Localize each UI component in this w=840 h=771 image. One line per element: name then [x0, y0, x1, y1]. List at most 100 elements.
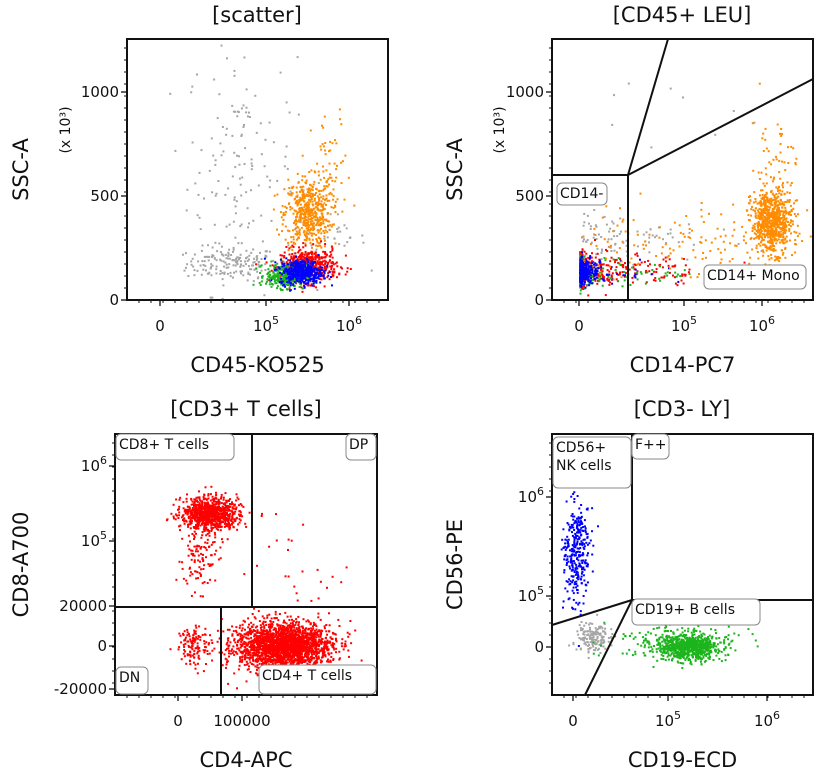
data-point	[232, 264, 235, 267]
data-point	[326, 180, 329, 182]
data-point	[325, 185, 328, 188]
data-point	[197, 512, 200, 514]
data-point	[589, 262, 592, 265]
data-point	[603, 238, 606, 241]
data-point	[270, 269, 273, 272]
gate-line[interactable]	[627, 38, 669, 176]
data-point	[769, 176, 772, 179]
data-point	[786, 191, 789, 194]
data-point	[247, 265, 250, 268]
data-point	[775, 158, 778, 161]
data-point	[771, 238, 774, 241]
data-point	[700, 215, 703, 218]
data-point	[784, 201, 787, 203]
data-point	[609, 277, 612, 280]
data-point	[198, 505, 200, 508]
data-point	[798, 232, 801, 235]
data-point	[771, 210, 774, 213]
data-point	[202, 496, 205, 498]
gate-label-cd14-[interactable]: CD14-	[556, 182, 608, 206]
data-point	[204, 264, 207, 267]
data-point	[589, 274, 592, 277]
data-point	[343, 244, 346, 247]
data-point	[585, 267, 588, 270]
data-point	[190, 260, 193, 263]
data-point	[768, 199, 771, 202]
data-point	[319, 237, 322, 240]
data-point	[322, 250, 325, 253]
data-point	[591, 262, 594, 265]
data-point	[776, 220, 779, 223]
data-point	[280, 282, 283, 284]
data-point	[667, 254, 670, 257]
data-point	[597, 279, 599, 282]
data-point	[299, 186, 302, 188]
data-point	[313, 278, 315, 281]
data-point	[797, 213, 799, 216]
data-point	[593, 209, 596, 211]
data-point	[288, 202, 291, 205]
data-point	[246, 115, 249, 118]
gate-line[interactable]	[627, 78, 814, 176]
data-point	[205, 255, 208, 258]
data-point	[770, 200, 773, 203]
data-point	[786, 199, 789, 202]
data-point	[783, 192, 786, 195]
data-point	[336, 228, 339, 230]
data-point	[244, 260, 247, 263]
data-point	[334, 262, 337, 265]
data-point	[299, 214, 302, 217]
data-point	[307, 226, 310, 229]
data-point	[258, 260, 261, 263]
data-point	[606, 250, 609, 253]
data-point	[302, 280, 305, 283]
data-point	[297, 260, 300, 263]
data-point	[205, 498, 208, 501]
gate-label-cd14-mono[interactable]: CD14+ Mono	[703, 264, 807, 290]
data-point	[769, 206, 772, 209]
data-point	[618, 232, 621, 235]
data-point	[181, 515, 184, 517]
data-point	[314, 216, 316, 219]
data-point	[328, 220, 331, 223]
data-point	[331, 273, 334, 276]
data-point	[311, 251, 314, 254]
data-point	[323, 235, 326, 238]
data-point	[326, 200, 329, 202]
data-point	[341, 210, 344, 213]
data-point	[187, 275, 190, 277]
data-point	[331, 247, 334, 250]
data-point	[598, 259, 601, 262]
data-point	[757, 171, 760, 174]
data-point	[316, 218, 319, 220]
data-point	[779, 235, 782, 238]
data-point	[775, 228, 778, 231]
data-point	[211, 516, 214, 519]
data-point	[731, 257, 734, 260]
data-point	[682, 258, 685, 260]
data-point	[585, 259, 588, 262]
data-point	[611, 220, 614, 223]
data-point	[240, 135, 243, 137]
data-point	[221, 278, 224, 281]
data-point	[308, 171, 311, 173]
data-point	[232, 526, 235, 529]
data-point	[290, 282, 292, 285]
data-point	[235, 259, 238, 262]
data-point	[284, 270, 287, 273]
data-point	[305, 282, 308, 285]
data-point	[742, 239, 745, 242]
data-point	[304, 242, 307, 245]
data-point	[296, 257, 299, 260]
data-point	[282, 270, 285, 273]
data-point	[266, 175, 269, 178]
data-point	[299, 248, 302, 251]
data-point	[660, 276, 663, 279]
data-point	[757, 229, 760, 232]
data-point	[681, 273, 684, 276]
data-point	[284, 155, 287, 158]
data-point	[284, 205, 287, 208]
data-point	[263, 294, 266, 297]
data-point	[638, 263, 641, 266]
data-point	[334, 180, 337, 183]
